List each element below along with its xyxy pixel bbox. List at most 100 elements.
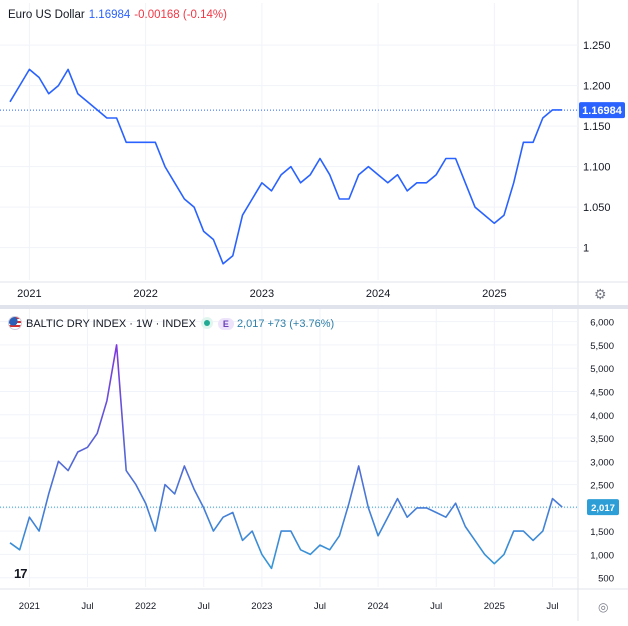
data-point <box>47 92 51 96</box>
data-point <box>211 529 215 533</box>
data-point <box>47 492 51 496</box>
data-point <box>308 173 312 177</box>
data-point <box>182 464 186 468</box>
data-point <box>415 181 419 185</box>
data-point <box>37 76 41 80</box>
data-point <box>434 173 438 177</box>
data-point <box>444 515 448 519</box>
data-point <box>173 181 177 185</box>
data-point <box>37 529 41 533</box>
data-point <box>405 189 409 193</box>
data-point <box>337 197 341 201</box>
symbol-title[interactable]: Euro US Dollar <box>8 9 85 21</box>
data-point <box>395 497 399 501</box>
tradingview-logo-icon[interactable]: 17 <box>14 566 27 581</box>
price-change: -0.00168 (-0.14%) <box>134 9 227 21</box>
y-tick-label: 1,000 <box>590 550 614 561</box>
settings-icon[interactable]: ◎ <box>598 600 609 614</box>
y-tick-label: 2,500 <box>590 481 614 492</box>
x-tick-label: Jul <box>546 601 558 612</box>
data-point <box>560 108 564 112</box>
data-point <box>473 205 477 209</box>
eurusd-legend: Euro US Dollar 1.16984 -0.00168 (-0.14%) <box>8 9 227 21</box>
us-flag-icon <box>8 316 22 330</box>
data-point <box>240 213 244 217</box>
y-tick-label: 1.250 <box>583 40 611 52</box>
x-tick-label: 2023 <box>250 288 274 300</box>
bdi-chart[interactable]: 6,000 5,500 5,000 4,500 4,000 3,500 3,000 2,500… <box>0 287 628 621</box>
data-point <box>221 262 225 266</box>
x-tick-label: Jul <box>81 601 93 612</box>
x-tick-label: Jul <box>198 601 210 612</box>
data-point <box>153 140 157 144</box>
data-point <box>192 205 196 209</box>
data-point <box>85 445 89 449</box>
eurusd-pane[interactable]: 1.250 1.200 1.150 1.100 1.050 1 2021 2022 2023 20… <box>0 0 628 306</box>
earnings-badge[interactable]: E <box>217 318 234 330</box>
data-point <box>115 116 119 120</box>
data-point <box>521 140 525 144</box>
data-point <box>18 548 22 552</box>
data-point <box>512 529 516 533</box>
data-point <box>328 173 332 177</box>
symbol-title[interactable]: BALTIC DRY INDEX · 1W · INDEX <box>26 318 196 330</box>
data-point <box>231 254 235 258</box>
data-point <box>366 506 370 510</box>
data-point <box>521 529 525 533</box>
data-point <box>502 213 506 217</box>
data-point <box>347 501 351 505</box>
series-line <box>9 344 563 570</box>
data-point <box>8 541 12 545</box>
data-point <box>550 497 554 501</box>
data-point <box>376 173 380 177</box>
data-point <box>289 165 293 169</box>
last-value-badge <box>579 102 625 119</box>
data-point <box>27 515 31 519</box>
data-point <box>153 529 157 533</box>
data-point <box>454 501 458 505</box>
x-tick-label: 2024 <box>366 288 390 300</box>
data-point <box>531 538 535 542</box>
data-point <box>502 552 506 556</box>
gear-icon[interactable]: ⚙ <box>594 286 607 302</box>
data-point <box>395 173 399 177</box>
market-status-dot-icon <box>203 320 210 326</box>
x-tick-label: Jul <box>314 601 326 612</box>
data-point <box>95 108 99 112</box>
bdi-pane[interactable]: 6,000 5,500 5,000 4,500 4,000 3,500 3,000 2,500… <box>0 287 628 621</box>
eurusd-chart[interactable]: 1.250 1.200 1.150 1.100 1.050 1 2021 2022 2023 20… <box>0 0 628 306</box>
data-point <box>202 506 206 510</box>
data-point <box>202 229 206 233</box>
data-point <box>415 506 419 510</box>
data-point <box>318 543 322 547</box>
x-tick-label: 2025 <box>484 601 505 612</box>
data-point <box>434 511 438 515</box>
data-point <box>76 92 80 96</box>
data-point <box>425 506 429 510</box>
data-point <box>260 552 264 556</box>
data-point <box>76 450 80 454</box>
y-tick-label: 1.100 <box>583 162 611 174</box>
data-point <box>531 140 535 144</box>
data-point <box>337 534 341 538</box>
data-point <box>279 529 283 533</box>
data-point <box>357 464 361 468</box>
data-point <box>289 529 293 533</box>
x-tick-label: 2022 <box>135 601 156 612</box>
data-point <box>144 501 148 505</box>
pane-divider[interactable] <box>0 305 628 309</box>
data-point <box>260 181 264 185</box>
data-point <box>386 181 390 185</box>
data-point <box>279 173 283 177</box>
data-point <box>492 221 496 225</box>
data-point <box>134 483 138 487</box>
series-line <box>9 68 563 265</box>
data-point <box>95 431 99 435</box>
y-tick-label: 4,500 <box>590 387 614 398</box>
y-tick-label: 1,500 <box>590 527 614 538</box>
data-point <box>492 562 496 566</box>
y-tick-label: 1 <box>583 243 589 255</box>
x-tick-label: 2024 <box>368 601 389 612</box>
x-tick-label: 2022 <box>133 288 157 300</box>
x-tick-label: Jul <box>430 601 442 612</box>
